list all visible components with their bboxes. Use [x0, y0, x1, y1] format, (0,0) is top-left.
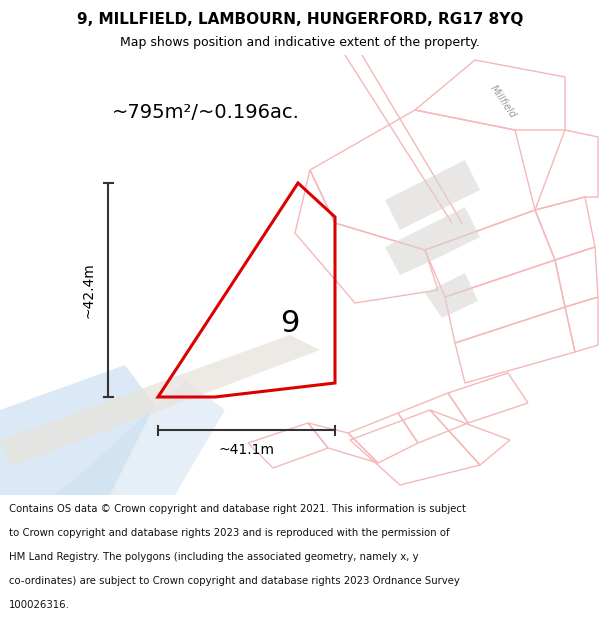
Polygon shape	[385, 227, 440, 275]
Text: co-ordinates) are subject to Crown copyright and database rights 2023 Ordnance S: co-ordinates) are subject to Crown copyr…	[9, 576, 460, 586]
Polygon shape	[0, 335, 320, 467]
Text: ~42.4m: ~42.4m	[81, 262, 95, 318]
Text: ~41.1m: ~41.1m	[218, 443, 275, 457]
Polygon shape	[425, 160, 480, 210]
Text: ~795m²/~0.196ac.: ~795m²/~0.196ac.	[112, 103, 300, 122]
Text: 9, MILLFIELD, LAMBOURN, HUNGERFORD, RG17 8YQ: 9, MILLFIELD, LAMBOURN, HUNGERFORD, RG17…	[77, 12, 523, 27]
Text: Millfield: Millfield	[488, 83, 518, 120]
Polygon shape	[385, 180, 440, 230]
Polygon shape	[0, 365, 155, 495]
Polygon shape	[425, 207, 480, 257]
Text: HM Land Registry. The polygons (including the associated geometry, namely x, y: HM Land Registry. The polygons (includin…	[9, 552, 419, 562]
Text: 100026316.: 100026316.	[9, 600, 70, 610]
Polygon shape	[425, 273, 478, 318]
Text: Contains OS data © Crown copyright and database right 2021. This information is : Contains OS data © Crown copyright and d…	[9, 504, 466, 514]
Text: Map shows position and indicative extent of the property.: Map shows position and indicative extent…	[120, 36, 480, 49]
Text: 9: 9	[281, 309, 300, 338]
Text: to Crown copyright and database rights 2023 and is reproduced with the permissio: to Crown copyright and database rights 2…	[9, 528, 449, 538]
Polygon shape	[55, 380, 225, 495]
